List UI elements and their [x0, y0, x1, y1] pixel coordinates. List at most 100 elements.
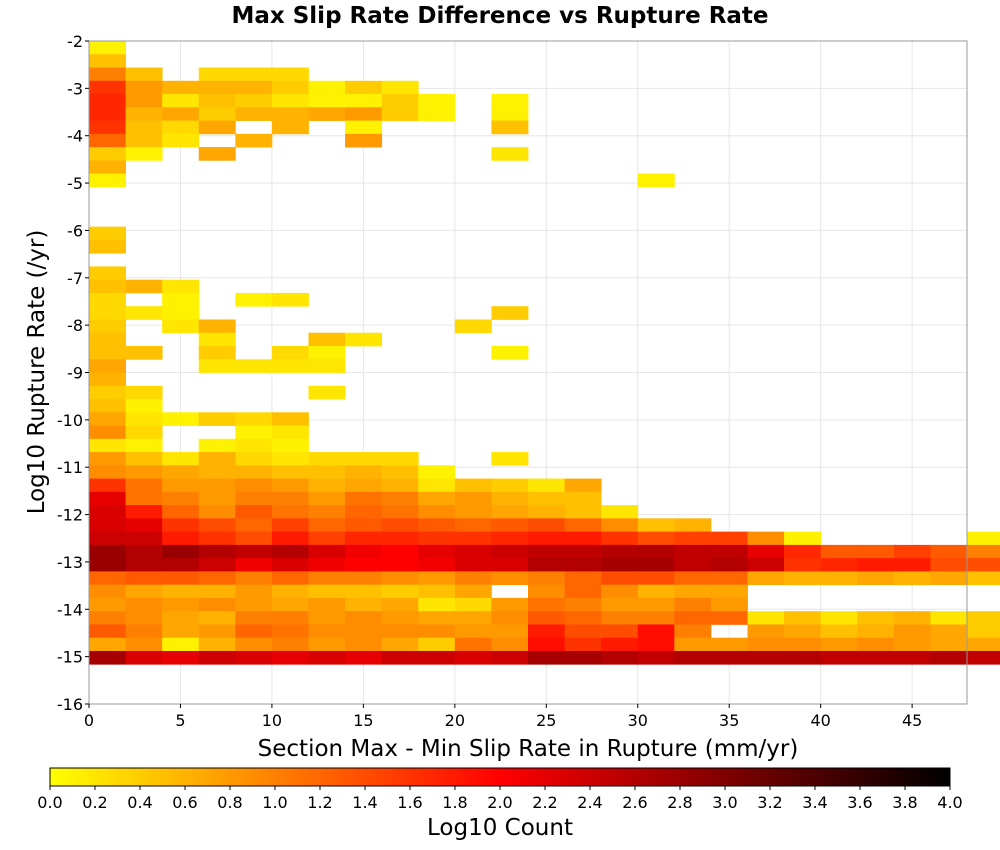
heatmap-cell: [89, 279, 126, 294]
colorbar-tick-label: 2.8: [667, 793, 692, 812]
heatmap-cell: [235, 438, 273, 453]
x-tick-label: 0: [84, 711, 94, 730]
heatmap-cell: [454, 571, 492, 586]
heatmap-cell: [198, 438, 236, 453]
heatmap-cell: [930, 637, 968, 652]
heatmap-cell: [345, 478, 383, 493]
heatmap-cell: [637, 571, 675, 586]
heatmap-cell: [491, 452, 529, 466]
heatmap-cell: [418, 611, 456, 625]
heatmap-cell: [637, 637, 675, 652]
heatmap-cell: [601, 597, 639, 612]
heatmap-cell: [345, 544, 383, 559]
heatmap-cell: [125, 399, 163, 413]
heatmap-cell: [89, 226, 126, 241]
heatmap-cell: [674, 531, 712, 546]
heatmap-cell: [308, 624, 346, 639]
heatmap-cell: [271, 478, 309, 493]
heatmap-cell: [162, 107, 200, 121]
heatmap-cell: [198, 478, 236, 493]
heatmap-cell: [308, 518, 346, 533]
heatmap-cell: [381, 544, 419, 559]
heatmap-cell: [454, 491, 492, 506]
heatmap-cell: [528, 518, 565, 533]
colorbar-tick-label: 2.6: [622, 793, 647, 812]
heatmap-cell: [308, 531, 346, 546]
heatmap-cell: [418, 478, 456, 493]
heatmap-cell: [89, 544, 126, 559]
heatmap-cell: [162, 650, 200, 665]
heatmap-cell: [528, 624, 565, 639]
heatmap-cell: [418, 558, 456, 572]
heatmap-cell: [820, 650, 858, 665]
heatmap-cell: [89, 597, 126, 612]
colorbar-tick-label: 0.2: [82, 793, 107, 812]
heatmap-cell: [454, 611, 492, 625]
heatmap-cell: [491, 306, 529, 320]
heatmap-cell: [125, 491, 163, 506]
heatmap-cell: [89, 94, 126, 108]
heatmap-cell: [162, 518, 200, 533]
heatmap-cell: [89, 147, 126, 161]
heatmap-cell: [125, 385, 163, 400]
colorbar-tick-label: 1.6: [397, 793, 422, 812]
heatmap-cell: [198, 332, 236, 347]
heatmap-cell: [198, 147, 236, 161]
heatmap-cell: [89, 41, 126, 55]
y-tick-label: -10: [57, 411, 83, 430]
colorbar-tick-label: 1.8: [442, 793, 467, 812]
heatmap-cell: [381, 505, 419, 519]
heatmap-cell: [271, 611, 309, 625]
heatmap-cell: [125, 478, 163, 493]
heatmap-cell: [235, 650, 273, 665]
heatmap-cell: [89, 173, 126, 188]
y-tick-label: -11: [57, 458, 83, 477]
heatmap-cell: [89, 239, 126, 254]
heatmap-cell: [235, 531, 273, 546]
heatmap-cell: [345, 518, 383, 533]
heatmap-cell: [857, 544, 895, 559]
heatmap-cell: [345, 120, 383, 135]
heatmap-cell: [454, 319, 492, 334]
heatmap-cell: [637, 558, 675, 572]
heatmap-cell: [381, 531, 419, 546]
heatmap-cell: [345, 611, 383, 625]
heatmap-cell: [381, 465, 419, 479]
heatmap-cell: [162, 544, 200, 559]
heatmap-cell: [308, 611, 346, 625]
heatmap-cell: [308, 571, 346, 586]
heatmap-cell: [381, 107, 419, 121]
heatmap-cell: [564, 597, 602, 612]
heatmap-cell: [198, 67, 236, 82]
heatmap-cell: [528, 611, 565, 625]
heatmap-cell: [857, 558, 895, 572]
heatmap-cell: [162, 133, 200, 148]
heatmap-cell: [784, 650, 822, 665]
x-axis-ticks: 0 5 10 15 20 25 30 35 40 45: [84, 704, 922, 730]
heatmap-cell: [893, 611, 931, 625]
heatmap-cell: [967, 544, 1000, 559]
heatmap-cell: [235, 107, 273, 121]
heatmap-cell: [125, 107, 163, 121]
heatmap-cell: [271, 597, 309, 612]
heatmap-cell: [491, 491, 529, 506]
heatmap-cell: [893, 571, 931, 586]
heatmap-cell: [308, 491, 346, 506]
heatmap-cell: [747, 544, 785, 559]
heatmap-cell: [89, 624, 126, 639]
heatmap-cell: [198, 505, 236, 519]
heatmap-cell: [162, 558, 200, 572]
heatmap-cell: [674, 611, 712, 625]
heatmap-cell: [89, 120, 126, 135]
heatmap-cell: [491, 94, 529, 108]
heatmap-cell: [308, 650, 346, 665]
heatmap-cell: [564, 478, 602, 493]
heatmap-cell: [235, 491, 273, 506]
heatmap-cell: [162, 637, 200, 652]
colorbar-tick-label: 2.2: [532, 793, 557, 812]
heatmap-cell: [381, 637, 419, 652]
heatmap-cell: [198, 345, 236, 360]
heatmap-cell: [89, 611, 126, 625]
heatmap-cell: [125, 279, 163, 294]
heatmap-cell: [198, 611, 236, 625]
